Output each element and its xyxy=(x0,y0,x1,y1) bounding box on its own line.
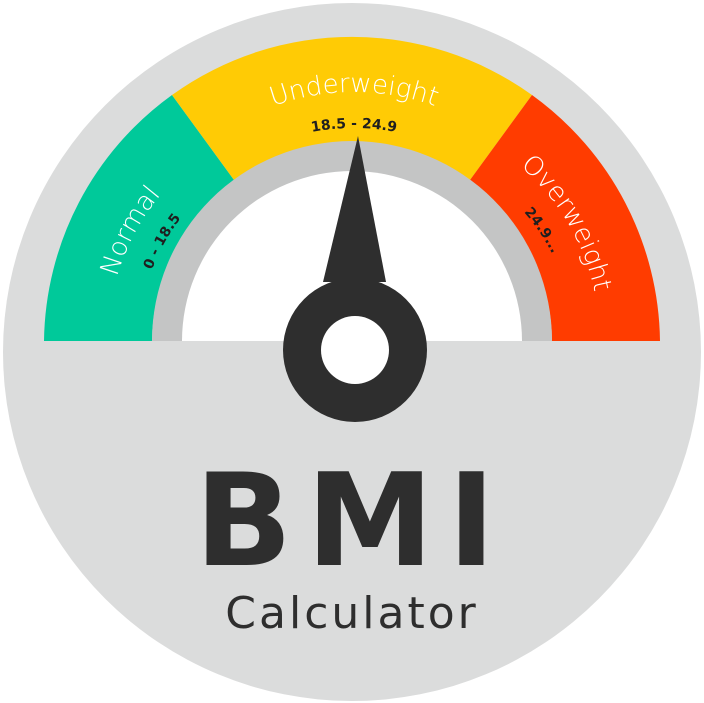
gauge-needle xyxy=(323,136,386,282)
segment-normal xyxy=(44,95,234,341)
segment-overweight xyxy=(470,95,660,341)
bmi-title: BMI xyxy=(195,447,510,596)
needle-hub-center xyxy=(321,316,389,384)
calculator-subtitle: Calculator xyxy=(225,588,478,639)
range-label-underweight: 18.5 - 24.9 xyxy=(310,116,398,136)
lower-panel xyxy=(44,341,660,649)
segment-underweight xyxy=(172,36,532,180)
